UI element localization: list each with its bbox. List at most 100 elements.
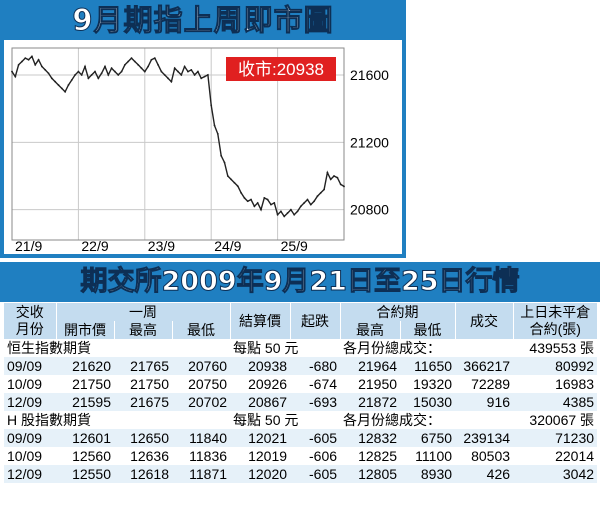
y-tick-label: 21600 <box>350 67 389 83</box>
data-point <box>319 191 322 194</box>
x-axis: 21/9 22/9 23/9 24/9 25/9 <box>15 238 308 254</box>
data-point <box>223 161 226 164</box>
table-cell: -674 <box>290 375 341 393</box>
table-row: 12/09 12550 12618 11871 12020 -605 12805 8930 42… <box>4 465 598 483</box>
data-point <box>273 202 276 204</box>
header-week: 一周 <box>55 303 231 321</box>
table-cell: 12550 <box>56 465 114 483</box>
data-point <box>306 198 309 201</box>
table-cell: -605 <box>290 465 341 483</box>
table-cell: 12805 <box>340 465 401 483</box>
table-body: 恒生指數期貨 每點 50 元各月份總成交： 439553 張 09/09 21620 21… <box>4 339 598 483</box>
x-tick-label: 22/9 <box>81 238 108 254</box>
table-row: 10/09 12560 12636 11836 12019 -606 12825 11100 8… <box>4 447 598 465</box>
table-row: 10/09 21750 21750 20750 20926 -674 21950 19320 7… <box>4 375 598 393</box>
x-tick-label: 23/9 <box>148 238 175 254</box>
data-point <box>130 57 133 60</box>
table-cell: 11836 <box>172 447 231 465</box>
data-point <box>256 202 259 204</box>
table-cell: 3042 <box>513 465 598 483</box>
data-point <box>286 212 289 214</box>
table-cell: 8930 <box>400 465 456 483</box>
table-cell: 916 <box>455 393 514 411</box>
data-point <box>270 203 272 206</box>
data-point <box>120 70 123 73</box>
data-point <box>206 74 209 76</box>
data-point <box>200 77 203 80</box>
data-point <box>289 208 292 211</box>
table-cell: 20926 <box>230 375 291 393</box>
table-cell: 20760 <box>172 357 231 375</box>
table-cell: 16983 <box>513 375 598 393</box>
data-point <box>94 70 96 73</box>
table-cell: 21675 <box>114 393 172 411</box>
data-point <box>226 175 229 177</box>
data-point <box>150 58 153 61</box>
table-cell: 366217 <box>455 357 514 375</box>
data-point <box>163 74 166 76</box>
data-point <box>64 90 67 93</box>
data-point <box>147 65 150 68</box>
table-cell: 12825 <box>340 447 401 465</box>
data-point <box>260 208 262 211</box>
data-point <box>233 181 236 184</box>
group-total-value: 320067 張 <box>455 411 598 429</box>
data-point <box>283 215 286 218</box>
table-cell: 12019 <box>230 447 291 465</box>
data-point <box>296 210 299 213</box>
header-change: 起跌 <box>289 303 341 339</box>
chart-panel: 21600 21200 20800 21/9 22/9 23/9 24/9 25/9 收市:… <box>4 40 402 254</box>
chart-title-bar: 9月期指上周即市圖 <box>0 0 406 40</box>
data-point <box>110 67 113 70</box>
table-cell: 12021 <box>230 429 291 447</box>
header-cp-high: 最高 <box>339 321 401 339</box>
table-cell: 11840 <box>172 429 231 447</box>
data-point <box>90 74 93 76</box>
table-cell: 72289 <box>455 375 514 393</box>
data-point <box>104 65 106 68</box>
x-tick-label: 21/9 <box>15 238 42 254</box>
data-point <box>250 198 252 201</box>
data-point <box>27 58 30 61</box>
table-cell: 20867 <box>230 393 291 411</box>
table-title-bar: 期交所2009年9月21日至25日行情 <box>0 262 600 302</box>
data-point <box>293 213 296 216</box>
data-point <box>343 185 345 188</box>
header-open: 開市價 <box>55 321 114 339</box>
table-cell: 11100 <box>400 447 456 465</box>
table-cell: -693 <box>290 393 341 411</box>
data-point <box>153 57 156 60</box>
data-point <box>11 70 13 73</box>
data-point <box>60 87 63 90</box>
data-point <box>100 72 103 75</box>
data-point <box>127 60 130 63</box>
data-point <box>114 70 116 73</box>
header-high: 最高 <box>113 321 172 339</box>
table-cell: 09/09 <box>4 429 56 447</box>
table-cell: 15030 <box>400 393 456 411</box>
group-name: H 股指數期貨 <box>4 411 231 429</box>
data-point <box>266 198 269 201</box>
table-cell: 71230 <box>513 429 598 447</box>
data-point <box>220 154 223 157</box>
data-point <box>97 77 100 80</box>
table-cell: 4385 <box>513 393 598 411</box>
data-point <box>133 60 136 63</box>
header-low: 最低 <box>171 321 231 339</box>
table-cell: 12/09 <box>4 393 56 411</box>
data-point <box>243 196 246 199</box>
table-row: 09/09 12601 12650 11840 12021 -605 12832 6750 23… <box>4 429 598 447</box>
table-cell: 12832 <box>340 429 401 447</box>
table-cell: 80503 <box>455 447 514 465</box>
table-title: 期交所2009年9月21日至25日行情 <box>80 266 520 298</box>
chart-title: 9月期指上周即市圖 <box>72 3 334 38</box>
data-point <box>80 74 83 76</box>
table-cell: 12601 <box>56 429 114 447</box>
table-cell: 12/09 <box>4 465 56 483</box>
table-cell: 21595 <box>56 393 114 411</box>
data-point <box>160 70 163 73</box>
data-point <box>40 65 43 68</box>
header-contract-period: 合約期 <box>339 303 456 321</box>
table-cell: 426 <box>455 465 514 483</box>
data-point <box>309 203 312 206</box>
